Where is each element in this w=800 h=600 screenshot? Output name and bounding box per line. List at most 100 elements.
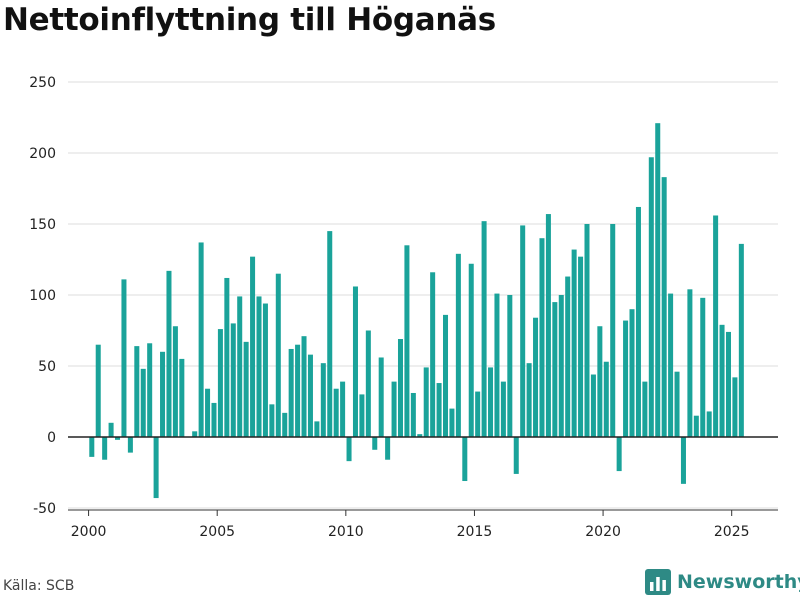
x-axis-ticks: 2000 2005 2010 2015 2020 2025 bbox=[71, 510, 750, 540]
y-tick-label: 50 bbox=[38, 359, 56, 375]
y-axis-tick-labels: -50 0 50 100 150 200 250 bbox=[29, 75, 56, 517]
bar bbox=[616, 437, 622, 472]
bar bbox=[623, 320, 629, 437]
source-label: Källa: SCB bbox=[3, 578, 75, 594]
x-tick-label: 2020 bbox=[585, 524, 621, 540]
bar bbox=[584, 224, 590, 437]
bar bbox=[475, 391, 481, 437]
bar bbox=[262, 303, 268, 437]
bar bbox=[635, 206, 641, 437]
bar bbox=[275, 273, 281, 437]
y-tick-label: 200 bbox=[29, 146, 56, 162]
bar bbox=[243, 341, 249, 437]
bar bbox=[288, 348, 294, 437]
x-tick-label: 2000 bbox=[71, 524, 107, 540]
bar bbox=[320, 363, 326, 437]
bar bbox=[160, 351, 166, 437]
bar bbox=[230, 323, 236, 437]
bar bbox=[340, 381, 346, 437]
bar bbox=[500, 381, 506, 437]
bar-series bbox=[89, 123, 744, 499]
bar bbox=[674, 371, 680, 437]
bar bbox=[205, 388, 211, 437]
bar bbox=[661, 177, 667, 437]
bar bbox=[713, 215, 719, 437]
bar bbox=[327, 231, 333, 437]
bar bbox=[172, 326, 178, 437]
bar bbox=[590, 374, 596, 437]
y-tick-label: 100 bbox=[29, 288, 56, 304]
bar bbox=[436, 383, 442, 437]
bar bbox=[738, 243, 744, 437]
bar bbox=[217, 329, 223, 437]
bar bbox=[295, 344, 301, 437]
bar bbox=[526, 363, 532, 437]
bar bbox=[269, 404, 275, 437]
bar bbox=[127, 437, 133, 453]
brand-name: Newsworthy bbox=[677, 571, 800, 593]
x-tick-label: 2010 bbox=[328, 524, 364, 540]
bar bbox=[687, 289, 693, 437]
bar bbox=[725, 331, 731, 437]
bar bbox=[147, 343, 153, 437]
bar bbox=[314, 421, 320, 437]
bar bbox=[468, 263, 474, 437]
bar bbox=[488, 367, 494, 437]
x-tick-label: 2025 bbox=[714, 524, 750, 540]
chart-title: Nettoinflyttning till Höganäs bbox=[3, 2, 496, 38]
bar bbox=[140, 368, 146, 437]
gridlines bbox=[68, 81, 778, 509]
bar bbox=[179, 358, 185, 437]
bar bbox=[732, 377, 738, 437]
bar bbox=[597, 326, 603, 437]
bar bbox=[513, 437, 519, 474]
bar-chart-logo-icon bbox=[645, 569, 671, 595]
bar bbox=[462, 437, 468, 482]
bar bbox=[352, 286, 358, 437]
bar bbox=[89, 437, 95, 457]
bar bbox=[552, 302, 558, 437]
bar bbox=[359, 394, 365, 437]
bar bbox=[237, 296, 243, 437]
bar bbox=[404, 245, 410, 437]
bar bbox=[211, 402, 217, 437]
bar bbox=[192, 431, 198, 437]
x-tick-label: 2015 bbox=[457, 524, 493, 540]
bar bbox=[449, 408, 455, 437]
bar bbox=[301, 336, 307, 437]
bar bbox=[417, 434, 423, 437]
bar bbox=[346, 437, 352, 462]
bar bbox=[108, 422, 114, 437]
bar bbox=[545, 214, 551, 437]
x-tick-label: 2005 bbox=[199, 524, 235, 540]
bar bbox=[533, 317, 539, 437]
bar bbox=[397, 339, 403, 437]
bar bbox=[668, 293, 674, 437]
bar bbox=[629, 309, 635, 437]
bar bbox=[700, 297, 706, 437]
bar bbox=[153, 437, 159, 499]
bar bbox=[693, 415, 699, 437]
bar bbox=[539, 238, 545, 437]
bar bbox=[378, 357, 384, 437]
bar bbox=[443, 314, 449, 437]
bar bbox=[166, 270, 172, 437]
bar bbox=[102, 437, 108, 460]
bar bbox=[610, 224, 616, 437]
bar bbox=[706, 411, 712, 437]
brand-logo[interactable]: Newsworthy bbox=[645, 569, 800, 595]
bar bbox=[372, 437, 378, 450]
y-tick-label: -50 bbox=[33, 501, 56, 517]
bar bbox=[385, 437, 391, 460]
bar bbox=[115, 437, 121, 440]
bar bbox=[648, 157, 654, 437]
y-tick-label: 0 bbox=[47, 430, 56, 446]
bar bbox=[680, 437, 686, 484]
bar bbox=[410, 392, 416, 437]
bar bbox=[250, 256, 256, 437]
bar bbox=[423, 367, 429, 437]
bar bbox=[719, 324, 725, 437]
bar bbox=[95, 344, 101, 437]
y-tick-label: 250 bbox=[29, 75, 56, 91]
